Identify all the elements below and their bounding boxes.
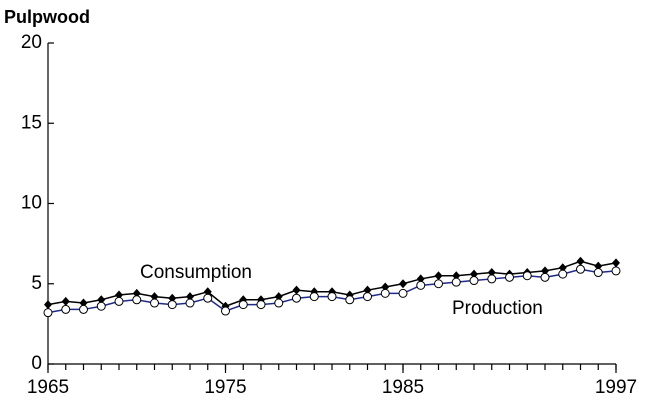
point: [168, 293, 177, 303]
point: [452, 271, 461, 281]
series-label: Consumption: [140, 262, 252, 283]
point: [115, 290, 123, 300]
point: [363, 285, 372, 295]
point: [505, 272, 514, 282]
y-tick-label: 20: [21, 32, 42, 53]
point: [434, 279, 443, 289]
y-tick-label: 0: [31, 353, 42, 374]
point: [469, 276, 479, 286]
point: [487, 274, 497, 284]
point: [274, 298, 284, 308]
x-tick-label: 1985: [382, 377, 424, 398]
point: [150, 298, 159, 308]
point: [256, 300, 266, 310]
point: [97, 295, 106, 305]
y-tick-label: 15: [21, 112, 42, 133]
point: [380, 288, 390, 298]
point: [399, 279, 407, 289]
point: [612, 258, 620, 268]
point: [61, 304, 71, 314]
point: [398, 288, 408, 298]
point: [593, 268, 603, 278]
point: [292, 293, 301, 303]
point: [470, 269, 478, 279]
y-tick-label: 10: [21, 193, 42, 214]
point: [611, 266, 621, 276]
point: [79, 298, 88, 308]
point: [576, 264, 585, 274]
point: [79, 304, 88, 314]
point: [186, 292, 194, 302]
point: [363, 292, 372, 302]
y-tick-label: 5: [31, 273, 42, 294]
point: [309, 292, 319, 302]
chart-title: Pulpwood: [4, 7, 90, 27]
point: [43, 308, 53, 318]
point: [185, 298, 195, 308]
x-tick-label: 1975: [204, 377, 246, 398]
point: [558, 263, 567, 273]
point: [540, 272, 550, 282]
point: [167, 300, 177, 310]
point: [345, 295, 355, 305]
point: [96, 301, 106, 311]
point: [203, 293, 213, 303]
point: [61, 296, 70, 306]
point: [292, 285, 301, 295]
point: [522, 271, 532, 281]
x-tick-label: 1997: [595, 377, 637, 398]
point: [203, 287, 212, 297]
point: [594, 261, 603, 271]
point: [274, 292, 283, 302]
point: [416, 280, 426, 290]
point: [132, 288, 141, 298]
point: [327, 292, 337, 302]
point: [541, 266, 549, 276]
x-tick-label: 1965: [27, 377, 69, 398]
point: [150, 292, 159, 302]
point: [132, 295, 142, 305]
point: [381, 282, 390, 292]
point: [451, 277, 461, 287]
point: [114, 296, 124, 306]
series-label: Production: [452, 298, 543, 319]
point: [434, 271, 443, 281]
point: [558, 269, 568, 279]
point: [221, 306, 230, 316]
point: [487, 268, 496, 278]
point: [576, 256, 585, 266]
point: [238, 300, 248, 310]
point: [44, 300, 52, 310]
point: [416, 274, 425, 284]
